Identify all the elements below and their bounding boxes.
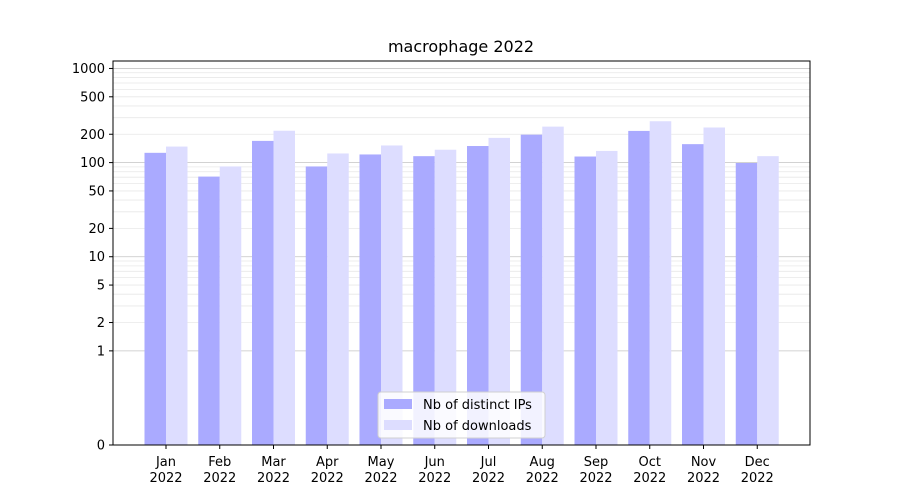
x-tick-label: Apr 2022 xyxy=(311,455,344,486)
x-tick-label: Jan 2022 xyxy=(149,455,182,486)
plot-frame xyxy=(112,60,811,446)
x-tick-label: Aug 2022 xyxy=(526,455,559,486)
bars xyxy=(144,121,779,446)
bar-downloads-8 xyxy=(596,150,618,445)
legend-label: Nb of downloads xyxy=(423,419,532,434)
y-tick-label: 50 xyxy=(88,184,105,199)
legend-label: Nb of distinct IPs xyxy=(423,398,532,413)
bar-distinct-ips-2 xyxy=(252,140,274,445)
bar-downloads-11 xyxy=(757,156,779,445)
bar-distinct-ips-4 xyxy=(359,154,381,446)
legend: Nb of distinct IPs Nb of downloads xyxy=(377,391,546,439)
bar-downloads-4 xyxy=(381,145,403,445)
bar-downloads-10 xyxy=(703,127,725,445)
x-tick-label: Sep 2022 xyxy=(579,455,612,486)
bar-downloads-3 xyxy=(327,153,349,446)
bar-downloads-1 xyxy=(219,166,242,445)
bar-downloads-7 xyxy=(542,126,564,445)
legend-box xyxy=(377,391,546,439)
bar-downloads-9 xyxy=(649,121,672,445)
y-tick-label: 200 xyxy=(80,128,105,143)
y-tick-label: 5 xyxy=(97,279,105,294)
x-tick-label: Feb 2022 xyxy=(203,455,236,486)
y-tick-label: 1000 xyxy=(72,62,105,77)
y-tick-label: 2 xyxy=(97,316,105,331)
x-tick-label: Dec 2022 xyxy=(741,455,774,486)
bar-distinct-ips-8 xyxy=(574,156,596,446)
bar-distinct-ips-1 xyxy=(198,176,220,445)
x-tick-label: Nov 2022 xyxy=(687,455,720,486)
bar-distinct-ips-10 xyxy=(682,144,704,445)
y-tick-label: 20 xyxy=(88,222,105,237)
bar-distinct-ips-9 xyxy=(628,130,650,445)
bar-downloads-5 xyxy=(434,149,457,446)
y-tick-label: 0 xyxy=(97,439,105,454)
bar-downloads-2 xyxy=(273,130,295,446)
chart-title: macrophage 2022 xyxy=(388,37,534,56)
bar-distinct-ips-6 xyxy=(467,146,489,445)
bar-distinct-ips-5 xyxy=(413,156,435,445)
legend-swatch xyxy=(384,399,412,409)
bar-downloads-6 xyxy=(488,137,510,445)
bar-distinct-ips-7 xyxy=(520,134,543,446)
bar-distinct-ips-0 xyxy=(144,152,166,445)
y-tick-label: 500 xyxy=(80,90,105,105)
x-tick-label: Jul 2022 xyxy=(472,455,505,486)
x-tick-label: Jun 2022 xyxy=(418,455,451,486)
bar-downloads-0 xyxy=(166,146,188,445)
y-tick-label: 10 xyxy=(88,250,105,265)
x-tick-label: Oct 2022 xyxy=(633,455,666,486)
x-tick-label: Mar 2022 xyxy=(257,455,290,486)
bar-distinct-ips-3 xyxy=(305,166,328,445)
x-tick-label: May 2022 xyxy=(364,455,397,486)
y-tick-label: 100 xyxy=(80,156,105,171)
y-tick-label: 1 xyxy=(97,344,105,359)
bar-distinct-ips-11 xyxy=(735,163,758,445)
legend-swatch xyxy=(384,420,412,430)
axes: 0 1 2 5 10 20 50 100 200 500 1000 Jan 2022 Feb 2022 Mar… xyxy=(72,60,811,486)
